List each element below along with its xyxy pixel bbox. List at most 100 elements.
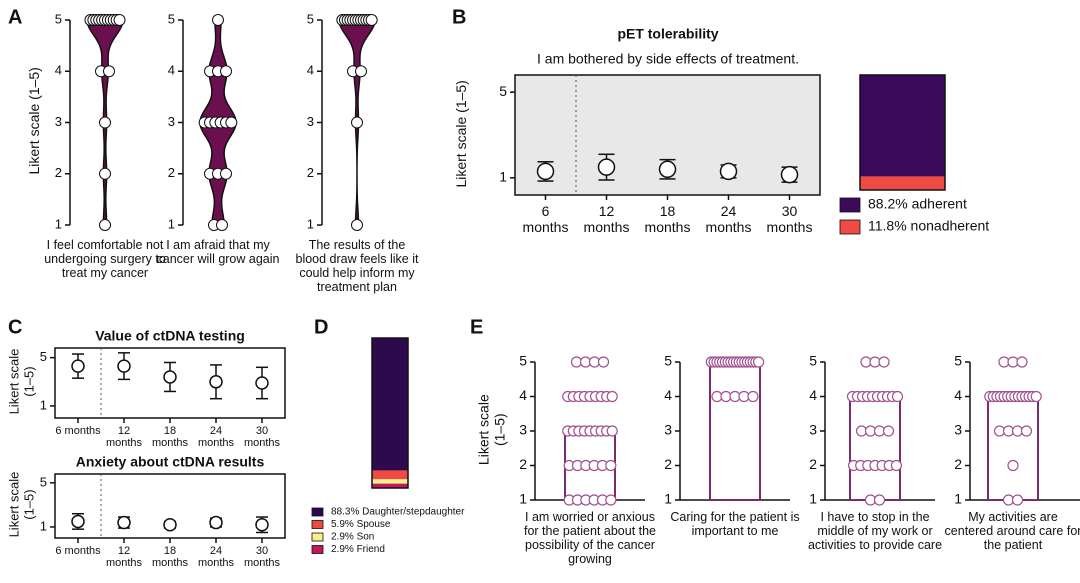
- point: [220, 65, 232, 78]
- y-tick-label: 3: [519, 422, 527, 438]
- point: [1007, 459, 1019, 472]
- mean-point: [117, 515, 131, 530]
- bar-segment: [372, 483, 408, 488]
- x-tick-label: 6 months: [55, 545, 101, 557]
- panel-letter: E: [470, 316, 483, 338]
- chart-title: pET tolerability: [617, 26, 718, 42]
- x-tick-label: 24 months: [197, 545, 235, 570]
- point: [99, 116, 111, 129]
- legend-label: 88.3% Daughter/stepdaughter: [331, 507, 465, 518]
- point: [605, 494, 617, 506]
- bar-segment: [372, 338, 408, 471]
- legend-swatch: [839, 219, 861, 235]
- y-tick-label: 2: [519, 456, 527, 472]
- x-tick-label: 24 months: [197, 425, 235, 450]
- point: [216, 219, 228, 231]
- y-tick-label: 4: [809, 387, 817, 403]
- point: [873, 494, 886, 506]
- point: [225, 116, 238, 129]
- mean-point: [209, 515, 223, 530]
- point: [747, 390, 759, 403]
- chart-title: Value of ctDNA testing: [95, 328, 245, 344]
- panel-letter: D: [314, 316, 328, 338]
- category-label: I feel comfortable not undergoing surger…: [44, 238, 166, 280]
- category-label: I am worried or anxious for the patient …: [523, 510, 657, 566]
- y-tick-label: 3: [664, 422, 672, 438]
- y-tick-label: 1: [664, 491, 672, 507]
- point: [365, 14, 378, 26]
- legend-swatch: [311, 545, 324, 554]
- bar-segment: [860, 75, 945, 177]
- legend-swatch: [311, 520, 324, 529]
- bar-segment: [860, 176, 945, 190]
- x-tick-label: 30 months: [243, 545, 281, 570]
- y-axis-label: Likert scale (1–5): [475, 394, 507, 466]
- x-tick-label: 18 months: [644, 203, 691, 235]
- y-tick-label: 1: [40, 397, 47, 412]
- point: [220, 167, 232, 180]
- category-label: I have to stop in the middle of my work …: [807, 510, 943, 552]
- y-tick-label: 1: [40, 518, 47, 533]
- x-tick-label: 6 months: [522, 203, 569, 235]
- y-tick-label: 4: [168, 63, 175, 78]
- legend-label: 88.2% adherent: [868, 196, 967, 212]
- x-tick-label: 12 months: [105, 425, 143, 450]
- point: [113, 14, 126, 26]
- y-tick-label: 1: [307, 216, 314, 231]
- mean-point: [255, 518, 269, 532]
- point: [1020, 425, 1033, 437]
- point: [212, 14, 224, 26]
- y-tick-label: 1: [809, 491, 817, 507]
- x-tick-label: 12 months: [583, 203, 630, 235]
- bar-outline: [371, 337, 409, 489]
- legend-label: 5.9% Spouse: [331, 519, 391, 530]
- legend-swatch: [311, 507, 324, 517]
- x-tick-label: 18 months: [151, 545, 189, 570]
- x-tick-label: 6 months: [55, 425, 101, 437]
- y-tick-label: 2: [55, 165, 62, 180]
- y-tick-label: 4: [519, 387, 527, 403]
- y-tick-label: 4: [664, 387, 672, 403]
- y-tick-label: 3: [307, 114, 314, 129]
- point: [99, 167, 111, 180]
- bar-segment: [372, 479, 408, 484]
- category-label: The results of the blood draw feels like…: [295, 238, 419, 294]
- y-tick-label: 1: [954, 491, 962, 507]
- y-tick-label: 5: [40, 474, 47, 489]
- y-tick-label: 1: [519, 491, 527, 507]
- bar-outline: [859, 74, 946, 191]
- point: [890, 459, 903, 472]
- panel-letter: B: [452, 6, 466, 28]
- y-tick-label: 2: [809, 456, 817, 472]
- x-tick-label: 18 months: [151, 425, 189, 450]
- x-tick-label: 30 months: [766, 203, 813, 235]
- point: [1011, 494, 1024, 506]
- mean-point: [163, 518, 177, 532]
- bar-segment: [372, 470, 408, 480]
- y-tick-label: 2: [664, 456, 672, 472]
- y-tick-label: 1: [55, 216, 62, 231]
- y-tick-label: 3: [55, 114, 62, 129]
- mean-point: [597, 158, 616, 176]
- y-tick-label: 5: [307, 11, 314, 26]
- y-tick-label: 4: [954, 387, 962, 403]
- mean-point: [536, 162, 555, 181]
- y-tick-label: 2: [954, 456, 962, 472]
- point: [355, 65, 367, 78]
- bar: [849, 395, 901, 501]
- bar: [987, 395, 1039, 501]
- y-tick-label: 1: [168, 216, 175, 231]
- point: [351, 116, 363, 129]
- x-tick-label: 12 months: [105, 545, 143, 570]
- x-tick-label: 30 months: [243, 425, 281, 450]
- legend-swatch: [839, 197, 861, 213]
- point: [606, 390, 618, 403]
- point: [1030, 390, 1042, 403]
- point: [351, 219, 363, 231]
- point: [597, 356, 610, 368]
- point: [753, 356, 765, 368]
- y-tick-label: 5: [499, 83, 507, 99]
- point: [606, 425, 618, 437]
